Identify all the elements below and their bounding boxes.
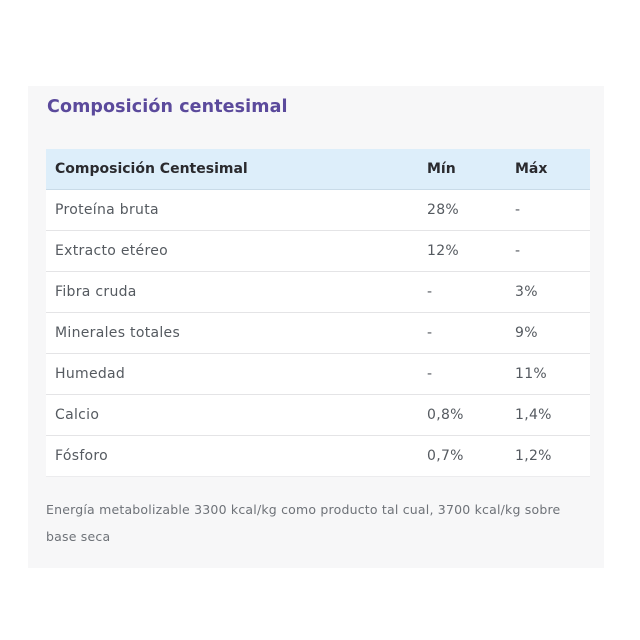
min-value: - (418, 271, 506, 313)
table-row: Minerales totales - 9% (46, 312, 590, 354)
nutrient-name: Extracto etéreo (46, 230, 418, 272)
table-row: Fósforo 0,7% 1,2% (46, 435, 590, 477)
min-value: 12% (418, 230, 506, 272)
min-value: - (418, 312, 506, 354)
header-max: Máx (506, 149, 590, 190)
energy-footnote: Energía metabolizable 3300 kcal/kg como … (46, 502, 561, 544)
table-row: Calcio 0,8% 1,4% (46, 394, 590, 436)
nutrient-name: Fibra cruda (46, 271, 418, 313)
nutrient-name: Calcio (46, 394, 418, 436)
table-row: Extracto etéreo 12% - (46, 230, 590, 272)
nutrient-name: Proteína bruta (46, 189, 418, 231)
max-value: 1,4% (506, 394, 590, 436)
nutrient-name: Humedad (46, 353, 418, 395)
header-min: Mín (418, 149, 506, 190)
max-value: 1,2% (506, 435, 590, 477)
min-value: 28% (418, 189, 506, 231)
header-nutrient: Composición Centesimal (46, 149, 418, 190)
max-value: 3% (506, 271, 590, 313)
max-value: - (506, 189, 590, 231)
table-row: Humedad - 11% (46, 353, 590, 395)
max-value: 11% (506, 353, 590, 395)
max-value: 9% (506, 312, 590, 354)
composition-table: Composición Centesimal Mín Máx Proteína … (46, 149, 590, 477)
table-row: Fibra cruda - 3% (46, 271, 590, 313)
nutrient-name: Fósforo (46, 435, 418, 477)
nutrient-name: Minerales totales (46, 312, 418, 354)
table-header-row: Composición Centesimal Mín Máx (46, 149, 590, 190)
table-row: Proteína bruta 28% - (46, 189, 590, 231)
max-value: - (506, 230, 590, 272)
section-title: Composición centesimal (47, 97, 288, 117)
min-value: 0,7% (418, 435, 506, 477)
min-value: - (418, 353, 506, 395)
min-value: 0,8% (418, 394, 506, 436)
